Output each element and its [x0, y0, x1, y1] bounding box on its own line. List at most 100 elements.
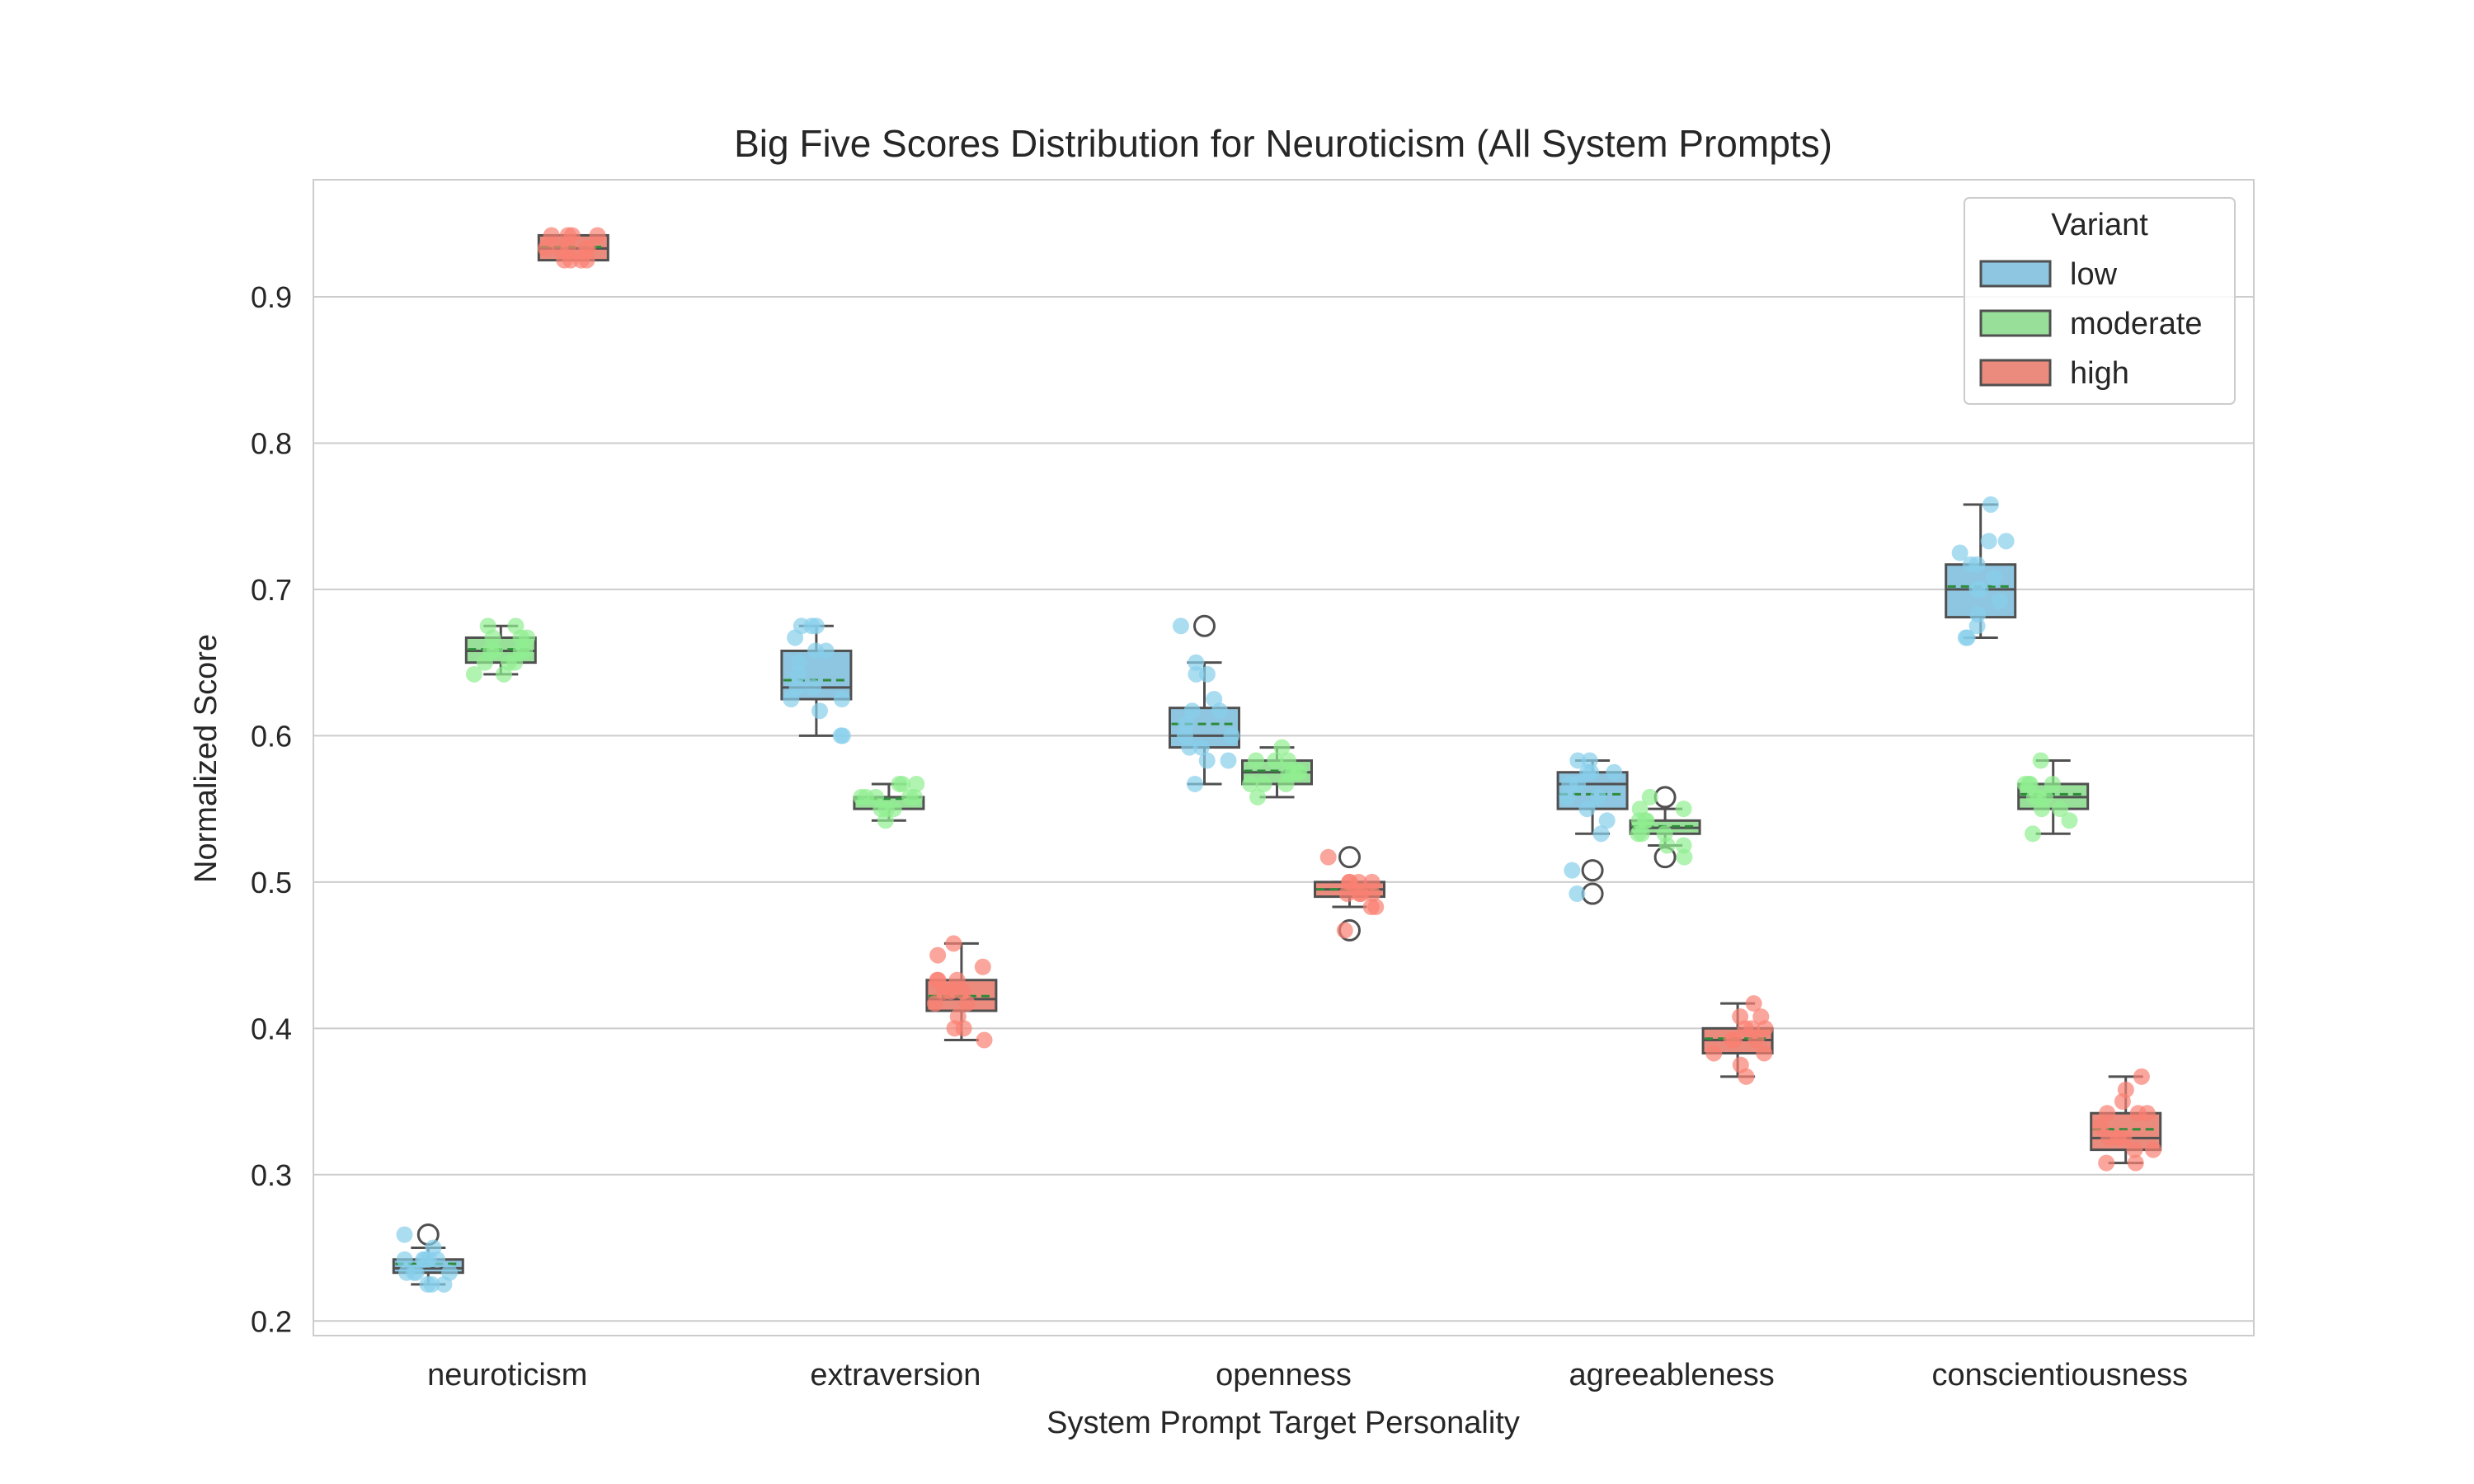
point-high — [2098, 1154, 2115, 1172]
point-low — [1951, 544, 1968, 561]
y-tick-label: 0.3 — [251, 1158, 292, 1192]
point-moderate — [1248, 752, 1265, 769]
point-low — [423, 1275, 440, 1293]
point-low — [833, 691, 850, 708]
point-high — [2133, 1068, 2150, 1085]
x-tick-labels: neuroticism extraversion openness agreeable… — [427, 1358, 2188, 1392]
point-high — [1745, 995, 1762, 1012]
point-moderate — [908, 775, 925, 792]
data-points — [396, 227, 2162, 1293]
point-low — [807, 642, 825, 660]
point-low — [1968, 580, 1986, 598]
point-low — [1606, 763, 1623, 781]
point-high — [1743, 1020, 1761, 1037]
point-high — [2114, 1093, 2131, 1111]
point-low — [1569, 752, 1587, 769]
point-low — [1592, 825, 1610, 843]
point-low — [1220, 752, 1237, 769]
point-low — [811, 702, 829, 720]
point-high — [543, 227, 560, 244]
point-low — [1598, 812, 1616, 829]
point-low — [1564, 862, 1581, 879]
x-axis-label: System Prompt Target Personality — [1047, 1406, 1520, 1440]
point-high — [572, 251, 590, 269]
point-low — [435, 1275, 453, 1293]
point-low — [1223, 727, 1240, 744]
point-low — [805, 679, 822, 696]
point-moderate — [1255, 775, 1272, 792]
point-high — [1705, 1045, 1723, 1062]
point-high — [1341, 873, 1358, 890]
point-high — [976, 1031, 993, 1049]
point-high — [563, 227, 581, 244]
point-high — [2100, 1129, 2118, 1147]
point-low — [1176, 727, 1193, 744]
outlier-marker — [1581, 859, 1604, 882]
point-high — [2129, 1105, 2147, 1122]
point-low — [1559, 788, 1576, 805]
point-moderate — [1289, 763, 1306, 781]
y-tick-label: 0.4 — [251, 1012, 292, 1045]
y-tick-label: 0.7 — [251, 573, 292, 607]
x-tick-label: neuroticism — [427, 1358, 587, 1392]
point-moderate — [465, 665, 482, 683]
point-high — [1362, 899, 1380, 916]
point-moderate — [901, 788, 919, 805]
point-low — [834, 727, 851, 744]
x-tick-label: openness — [1216, 1358, 1352, 1392]
point-moderate — [1249, 788, 1267, 805]
y-tick-label: 0.8 — [251, 426, 292, 460]
point-moderate — [1676, 848, 1693, 866]
legend-frame — [1964, 197, 2236, 405]
point-moderate — [2024, 825, 2041, 843]
x-tick-label: extraversion — [810, 1358, 981, 1392]
legend-swatch-moderate — [1979, 309, 2052, 337]
point-moderate — [894, 775, 911, 792]
y-tick-label: 0.6 — [251, 719, 292, 753]
point-high — [2145, 1141, 2162, 1158]
point-low — [396, 1226, 413, 1243]
point-low — [789, 665, 807, 683]
point-moderate — [877, 812, 894, 829]
point-moderate — [1242, 775, 1259, 792]
legend-label-high: high — [2070, 356, 2129, 391]
point-high — [2127, 1154, 2144, 1172]
point-low — [1991, 593, 2008, 610]
point-moderate — [484, 629, 501, 646]
point-low — [415, 1251, 432, 1268]
point-high — [1319, 848, 1337, 866]
legend: Variant low moderate high — [1964, 197, 2236, 405]
legend-label-low: low — [2070, 257, 2118, 292]
point-moderate — [476, 654, 493, 671]
point-moderate — [2061, 812, 2078, 829]
point-moderate — [519, 629, 536, 646]
point-high — [1352, 885, 1370, 903]
point-high — [537, 240, 554, 257]
point-moderate — [2032, 752, 2049, 769]
point-moderate — [496, 665, 513, 683]
point-low — [429, 1251, 446, 1268]
point-moderate — [1656, 825, 1673, 843]
point-moderate — [1630, 825, 1647, 843]
point-high — [2115, 1129, 2133, 1147]
point-low — [1980, 533, 1997, 550]
point-high — [589, 227, 606, 244]
point-low — [1183, 702, 1201, 720]
point-low — [1561, 775, 1578, 792]
point-low — [1198, 752, 1216, 769]
point-low — [1188, 665, 1205, 683]
point-high — [2099, 1105, 2116, 1122]
point-low — [1211, 702, 1229, 720]
grid-lines — [313, 295, 2254, 1322]
x-tick-label: conscientiousness — [1931, 1358, 2188, 1392]
point-low — [783, 691, 800, 708]
y-axis-label: Normalized Score — [189, 634, 223, 883]
x-tick-label: agreeableness — [1569, 1358, 1774, 1392]
point-low — [790, 654, 807, 671]
point-high — [948, 971, 966, 989]
point-moderate — [1267, 752, 1284, 769]
point-low — [803, 618, 821, 635]
point-high — [1364, 885, 1381, 903]
point-moderate — [1675, 837, 1692, 854]
point-low — [396, 1251, 413, 1268]
